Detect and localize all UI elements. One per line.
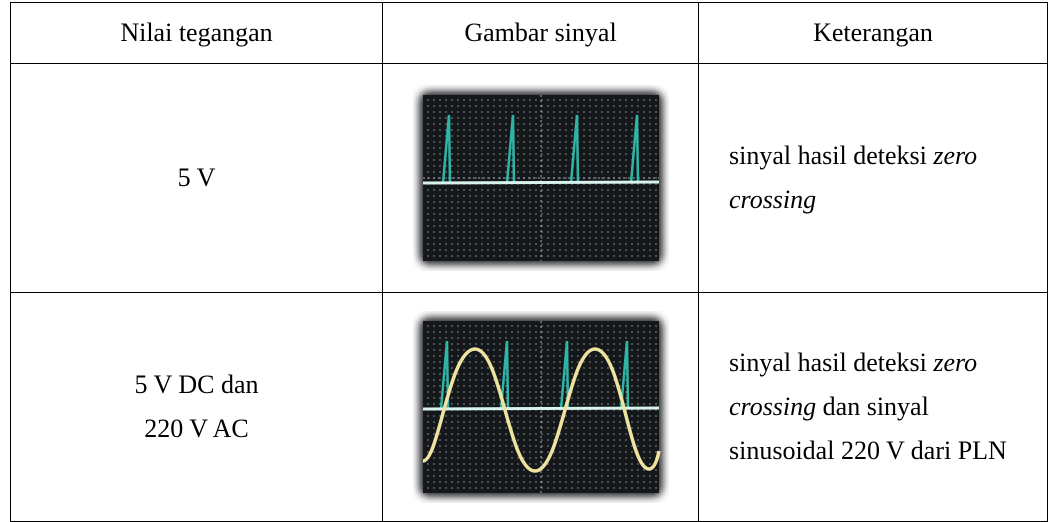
description-text: sinyal hasil deteksi (729, 141, 933, 170)
description-cell: sinyal hasil deteksi zero crossing (699, 64, 1048, 293)
page-body: Nilai tegangan Gambar sinyal Keterangan … (0, 0, 1059, 520)
description-text: sinyal hasil deteksi (729, 348, 933, 377)
signal-table: Nilai tegangan Gambar sinyal Keterangan … (10, 2, 1048, 522)
oscilloscope-image (413, 85, 669, 271)
image-cell (383, 64, 699, 293)
image-cell (383, 293, 699, 522)
voltage-line: 5 V DC dan (12, 363, 381, 407)
header-cell: Keterangan (699, 3, 1048, 64)
header-cell: Gambar sinyal (383, 3, 699, 64)
oscilloscope-image (413, 311, 669, 503)
page: Tabel sinyal {"table": { "header": ["Nil… (0, 0, 1059, 520)
voltage-line: 5 V (12, 156, 381, 200)
header-cell: Nilai tegangan (11, 3, 383, 64)
header-row: Nilai tegangan Gambar sinyal Keterangan (11, 3, 1048, 64)
baseline-trace (423, 182, 659, 183)
table-row: 5 V sinyal ha (11, 64, 1048, 293)
description-cell: sinyal hasil deteksi zero crossing dan s… (699, 293, 1048, 522)
voltage-line: 220 V AC (12, 407, 381, 451)
voltage-cell: 5 V (11, 64, 383, 293)
